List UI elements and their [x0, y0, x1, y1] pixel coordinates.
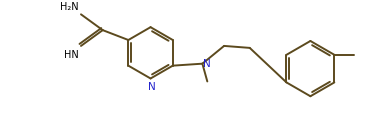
Text: N: N: [203, 58, 211, 68]
Text: N: N: [148, 82, 156, 92]
Text: HN: HN: [64, 49, 79, 59]
Text: H₂N: H₂N: [60, 2, 79, 12]
